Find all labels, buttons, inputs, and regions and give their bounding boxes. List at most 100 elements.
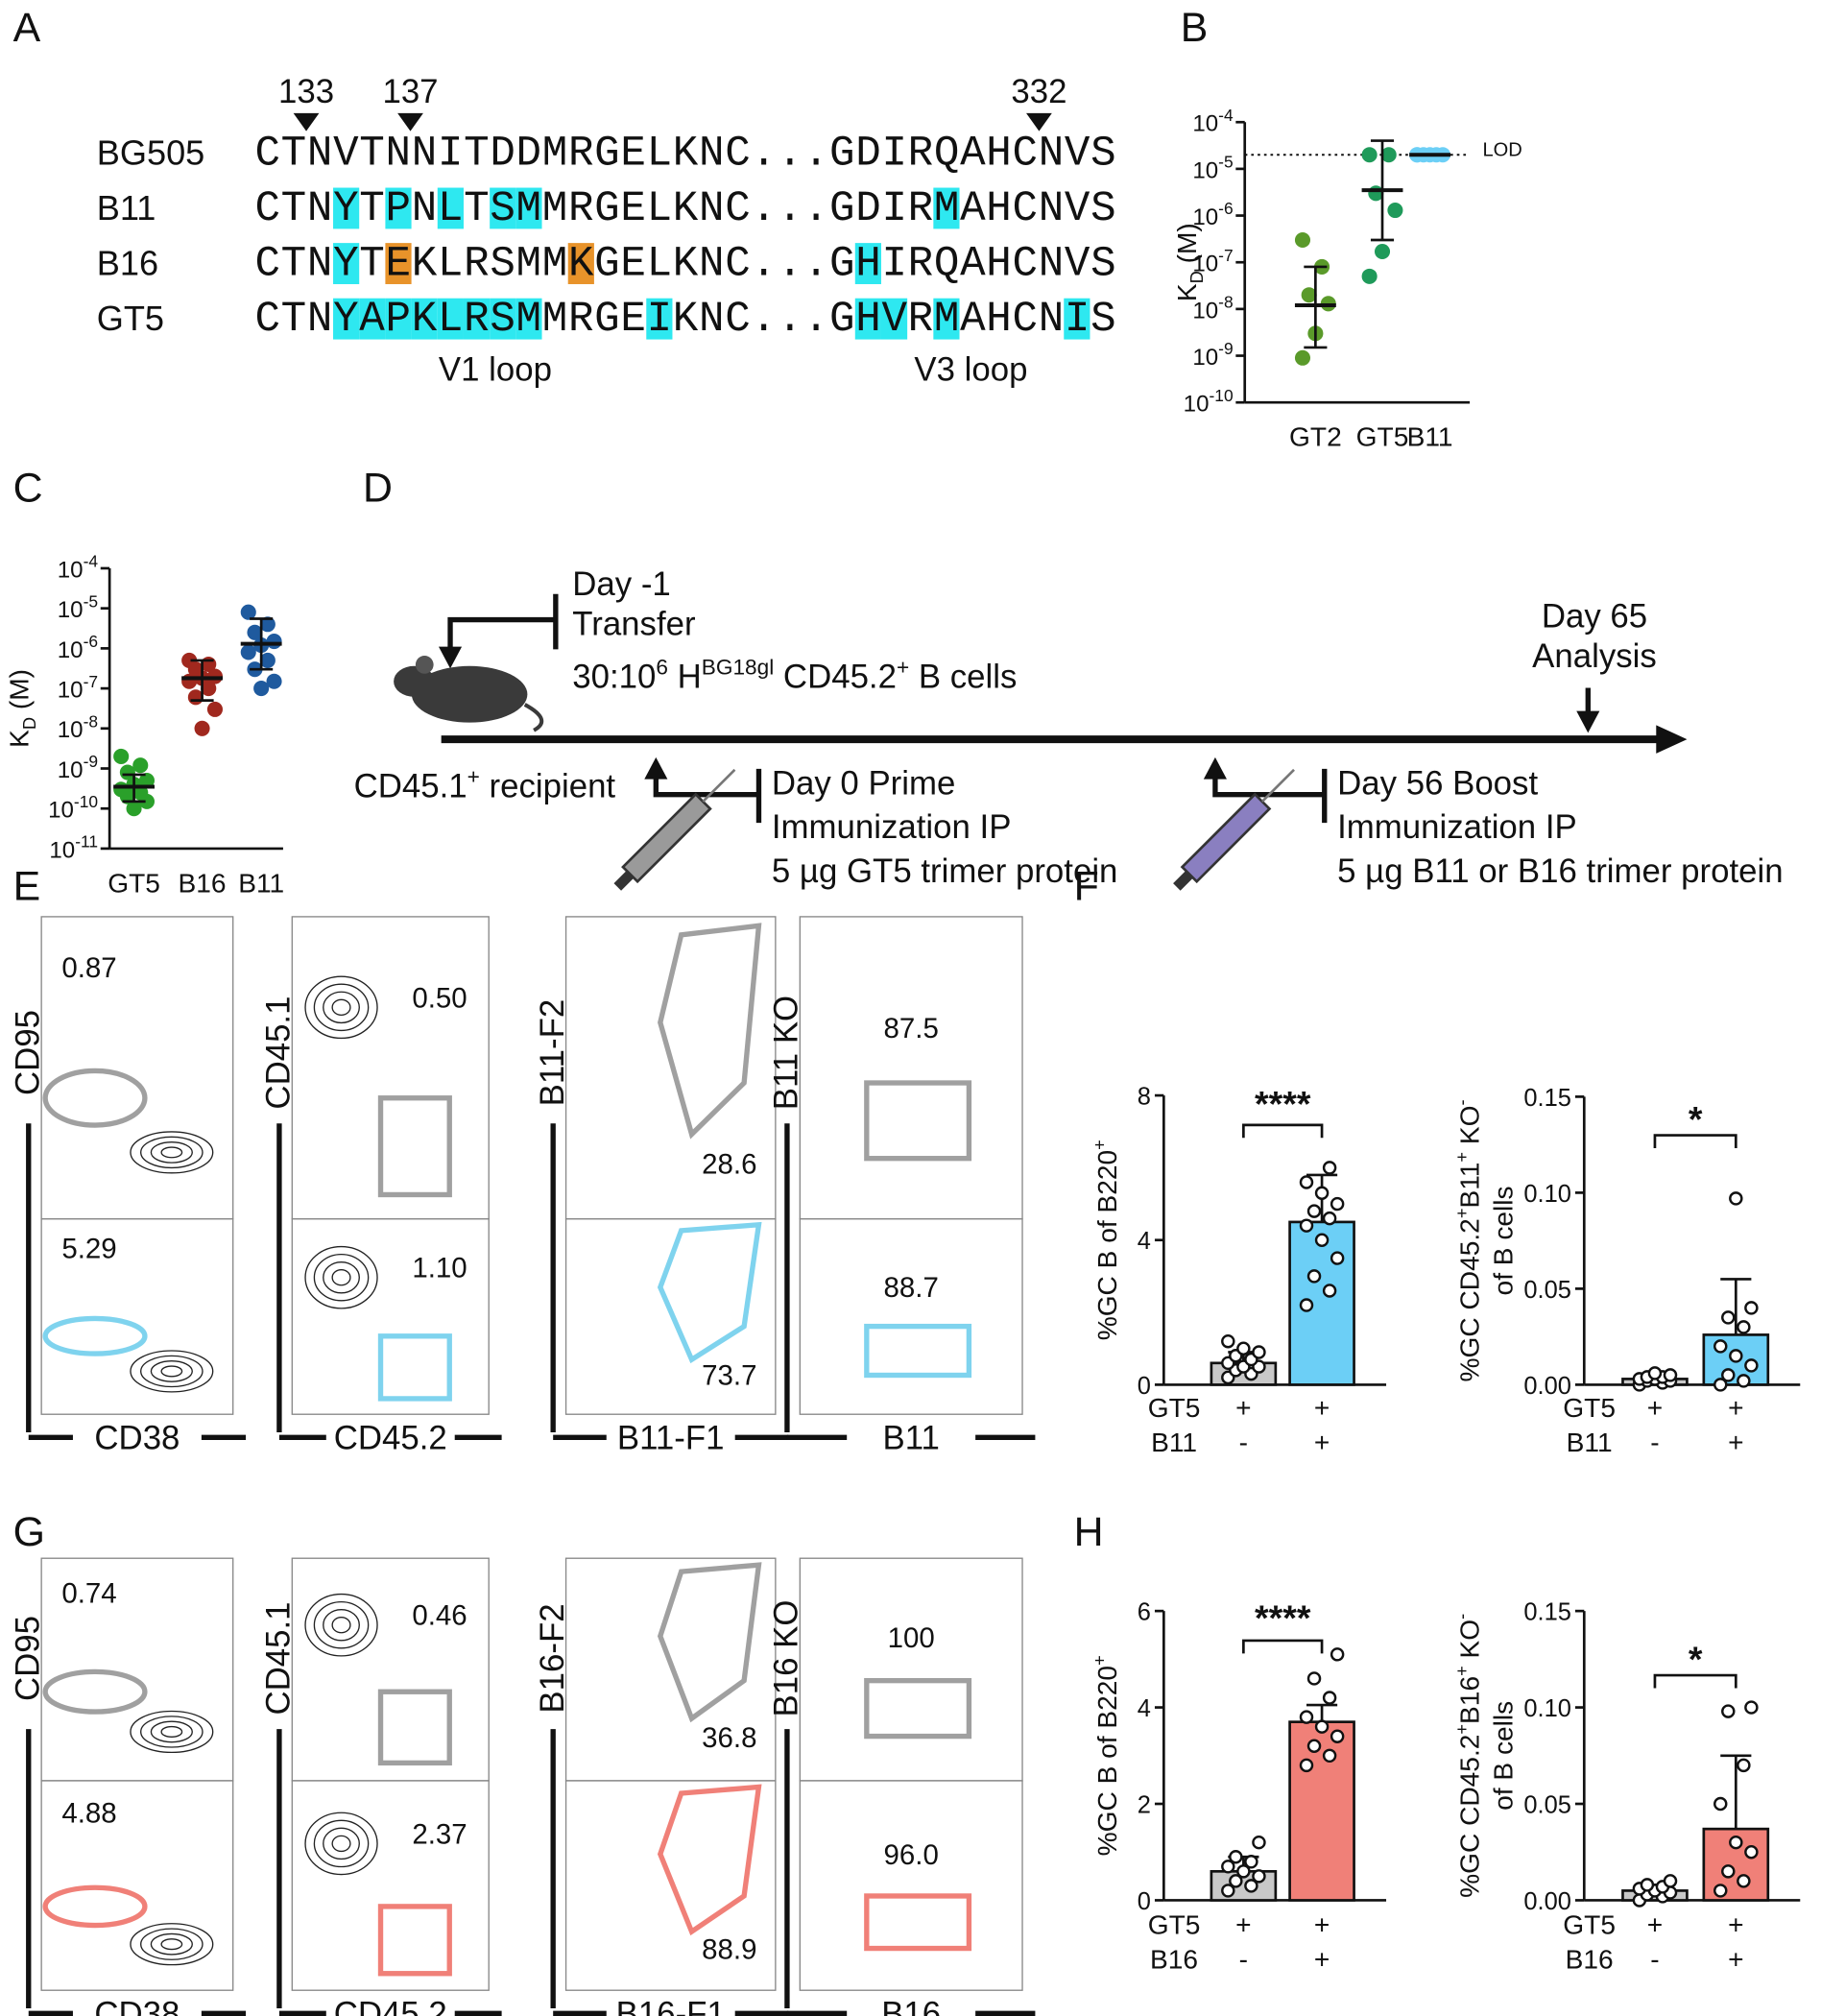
residue-highlight xyxy=(854,243,881,284)
sequence: CTNVTNNITDDMRGELKNC...GDIRQAHCNVS xyxy=(254,130,1115,178)
y-tick-label: 0.05 xyxy=(1523,1277,1571,1304)
tick-exponent: -4 xyxy=(1218,106,1234,125)
text-segment: CD45.2 xyxy=(774,659,897,696)
data-point xyxy=(266,673,282,689)
gate xyxy=(377,1904,452,1977)
flow-plot-frame xyxy=(564,1780,777,1991)
flow-axis-label: CD95 xyxy=(9,1616,46,1701)
data-point xyxy=(1721,1368,1736,1382)
flow-axis-label: B16-F2 xyxy=(534,1603,571,1713)
text-segment: + xyxy=(897,656,909,680)
gate xyxy=(42,1068,148,1128)
gate xyxy=(42,1315,148,1356)
y-tick-label: 10-5 xyxy=(1192,153,1233,184)
data-point xyxy=(1306,1269,1322,1284)
data-point xyxy=(1299,1175,1314,1189)
flow-axis-label: CD45.1 xyxy=(260,1601,298,1715)
contour xyxy=(160,1725,183,1738)
data-point xyxy=(1322,1284,1337,1298)
x-tick-label: B16 xyxy=(179,868,227,898)
y-tick-label: 0.00 xyxy=(1523,1373,1571,1400)
data-point xyxy=(1252,1835,1266,1850)
text-segment: 6 xyxy=(656,656,668,680)
contour xyxy=(140,1928,204,1960)
text-segment: + xyxy=(1090,1655,1110,1666)
tick-base: 10 xyxy=(58,637,84,663)
y-tick-label: 0.15 xyxy=(1523,1599,1571,1626)
contour xyxy=(304,1593,378,1657)
sequence: CTNYTEKLRSMMKGELKNC...GHIRQAHCNVS xyxy=(254,241,1115,289)
text-segment: + xyxy=(1451,1152,1472,1163)
condition-mark: + xyxy=(1728,1944,1743,1974)
condition-name: GT5 xyxy=(1148,1909,1201,1939)
data-point xyxy=(1236,1341,1251,1356)
flow-axis-label: CD95 xyxy=(9,1010,46,1095)
data-point xyxy=(1221,1884,1235,1898)
text-segment: - xyxy=(1451,1099,1472,1105)
timeline-text: 5 µg GT5 trimer protein xyxy=(772,852,1118,890)
panel-label: H xyxy=(1074,1509,1104,1555)
flow-axis-label: CD38 xyxy=(94,1995,180,2016)
bar xyxy=(1288,1720,1355,1902)
loop-label: V3 loop xyxy=(914,350,1027,388)
tick-base: 10 xyxy=(1192,252,1218,277)
text-segment: CD45.1 xyxy=(354,767,467,804)
gate xyxy=(42,1668,148,1715)
tick-exponent: -10 xyxy=(74,792,98,811)
condition-mark: + xyxy=(1314,1428,1330,1457)
tick-base: 10 xyxy=(48,798,74,824)
arrow-head xyxy=(1656,725,1688,754)
y-tick-label: 0.00 xyxy=(1523,1888,1571,1915)
contour xyxy=(150,1360,193,1382)
significance-bracket xyxy=(1653,1134,1737,1148)
tick-base: 10 xyxy=(58,757,84,783)
significance-bracket xyxy=(1242,1639,1324,1654)
timeline-text: Transfer xyxy=(572,606,696,643)
data-point xyxy=(1387,202,1403,219)
y-tick-label: 10-7 xyxy=(1192,246,1233,277)
condition-mark: + xyxy=(1314,1944,1330,1974)
data-point xyxy=(1647,1366,1663,1380)
contour xyxy=(130,1923,214,1966)
panel-label: D xyxy=(363,465,393,511)
contour xyxy=(323,1260,360,1294)
condition-mark: + xyxy=(1647,1909,1663,1939)
timeline-text: Day 65 xyxy=(1542,598,1647,636)
gate xyxy=(42,1884,148,1929)
contour xyxy=(304,975,378,1040)
significance: **** xyxy=(1255,1084,1311,1124)
data-point xyxy=(1737,1874,1751,1888)
data-point xyxy=(240,604,256,620)
data-point xyxy=(1322,1211,1337,1226)
tick-exponent: -6 xyxy=(84,632,98,651)
flow-axis-label: B16 xyxy=(881,1995,941,2016)
bracket xyxy=(447,616,556,650)
syringe-barrel xyxy=(1180,792,1272,884)
contour xyxy=(160,1146,183,1159)
arrow xyxy=(1026,112,1052,132)
contour xyxy=(150,1932,193,1956)
residue-highlight xyxy=(854,298,881,340)
gate xyxy=(864,1080,972,1162)
sequence-name: B11 xyxy=(97,188,156,228)
x-tick-label: GT2 xyxy=(1289,422,1342,452)
flow-plot-frame xyxy=(799,1557,1023,1782)
data-point xyxy=(1713,1796,1728,1812)
residue-highlight xyxy=(933,298,960,340)
y-tick-label: 10-4 xyxy=(58,552,99,584)
data-point xyxy=(206,701,223,717)
arrow xyxy=(293,112,320,132)
data-point xyxy=(1314,1719,1330,1734)
condition-mark: + xyxy=(1314,1393,1330,1423)
data-point xyxy=(1244,1855,1258,1869)
residue-highlight xyxy=(515,187,542,229)
condition-name: B16 xyxy=(1150,1944,1198,1974)
data-point xyxy=(1301,287,1317,303)
contour xyxy=(323,1608,360,1642)
condition-mark: - xyxy=(1650,1428,1659,1457)
gate xyxy=(377,1689,452,1766)
condition-name: B16 xyxy=(1566,1944,1614,1974)
tick-base: 10 xyxy=(58,717,84,743)
contour xyxy=(313,1253,370,1302)
